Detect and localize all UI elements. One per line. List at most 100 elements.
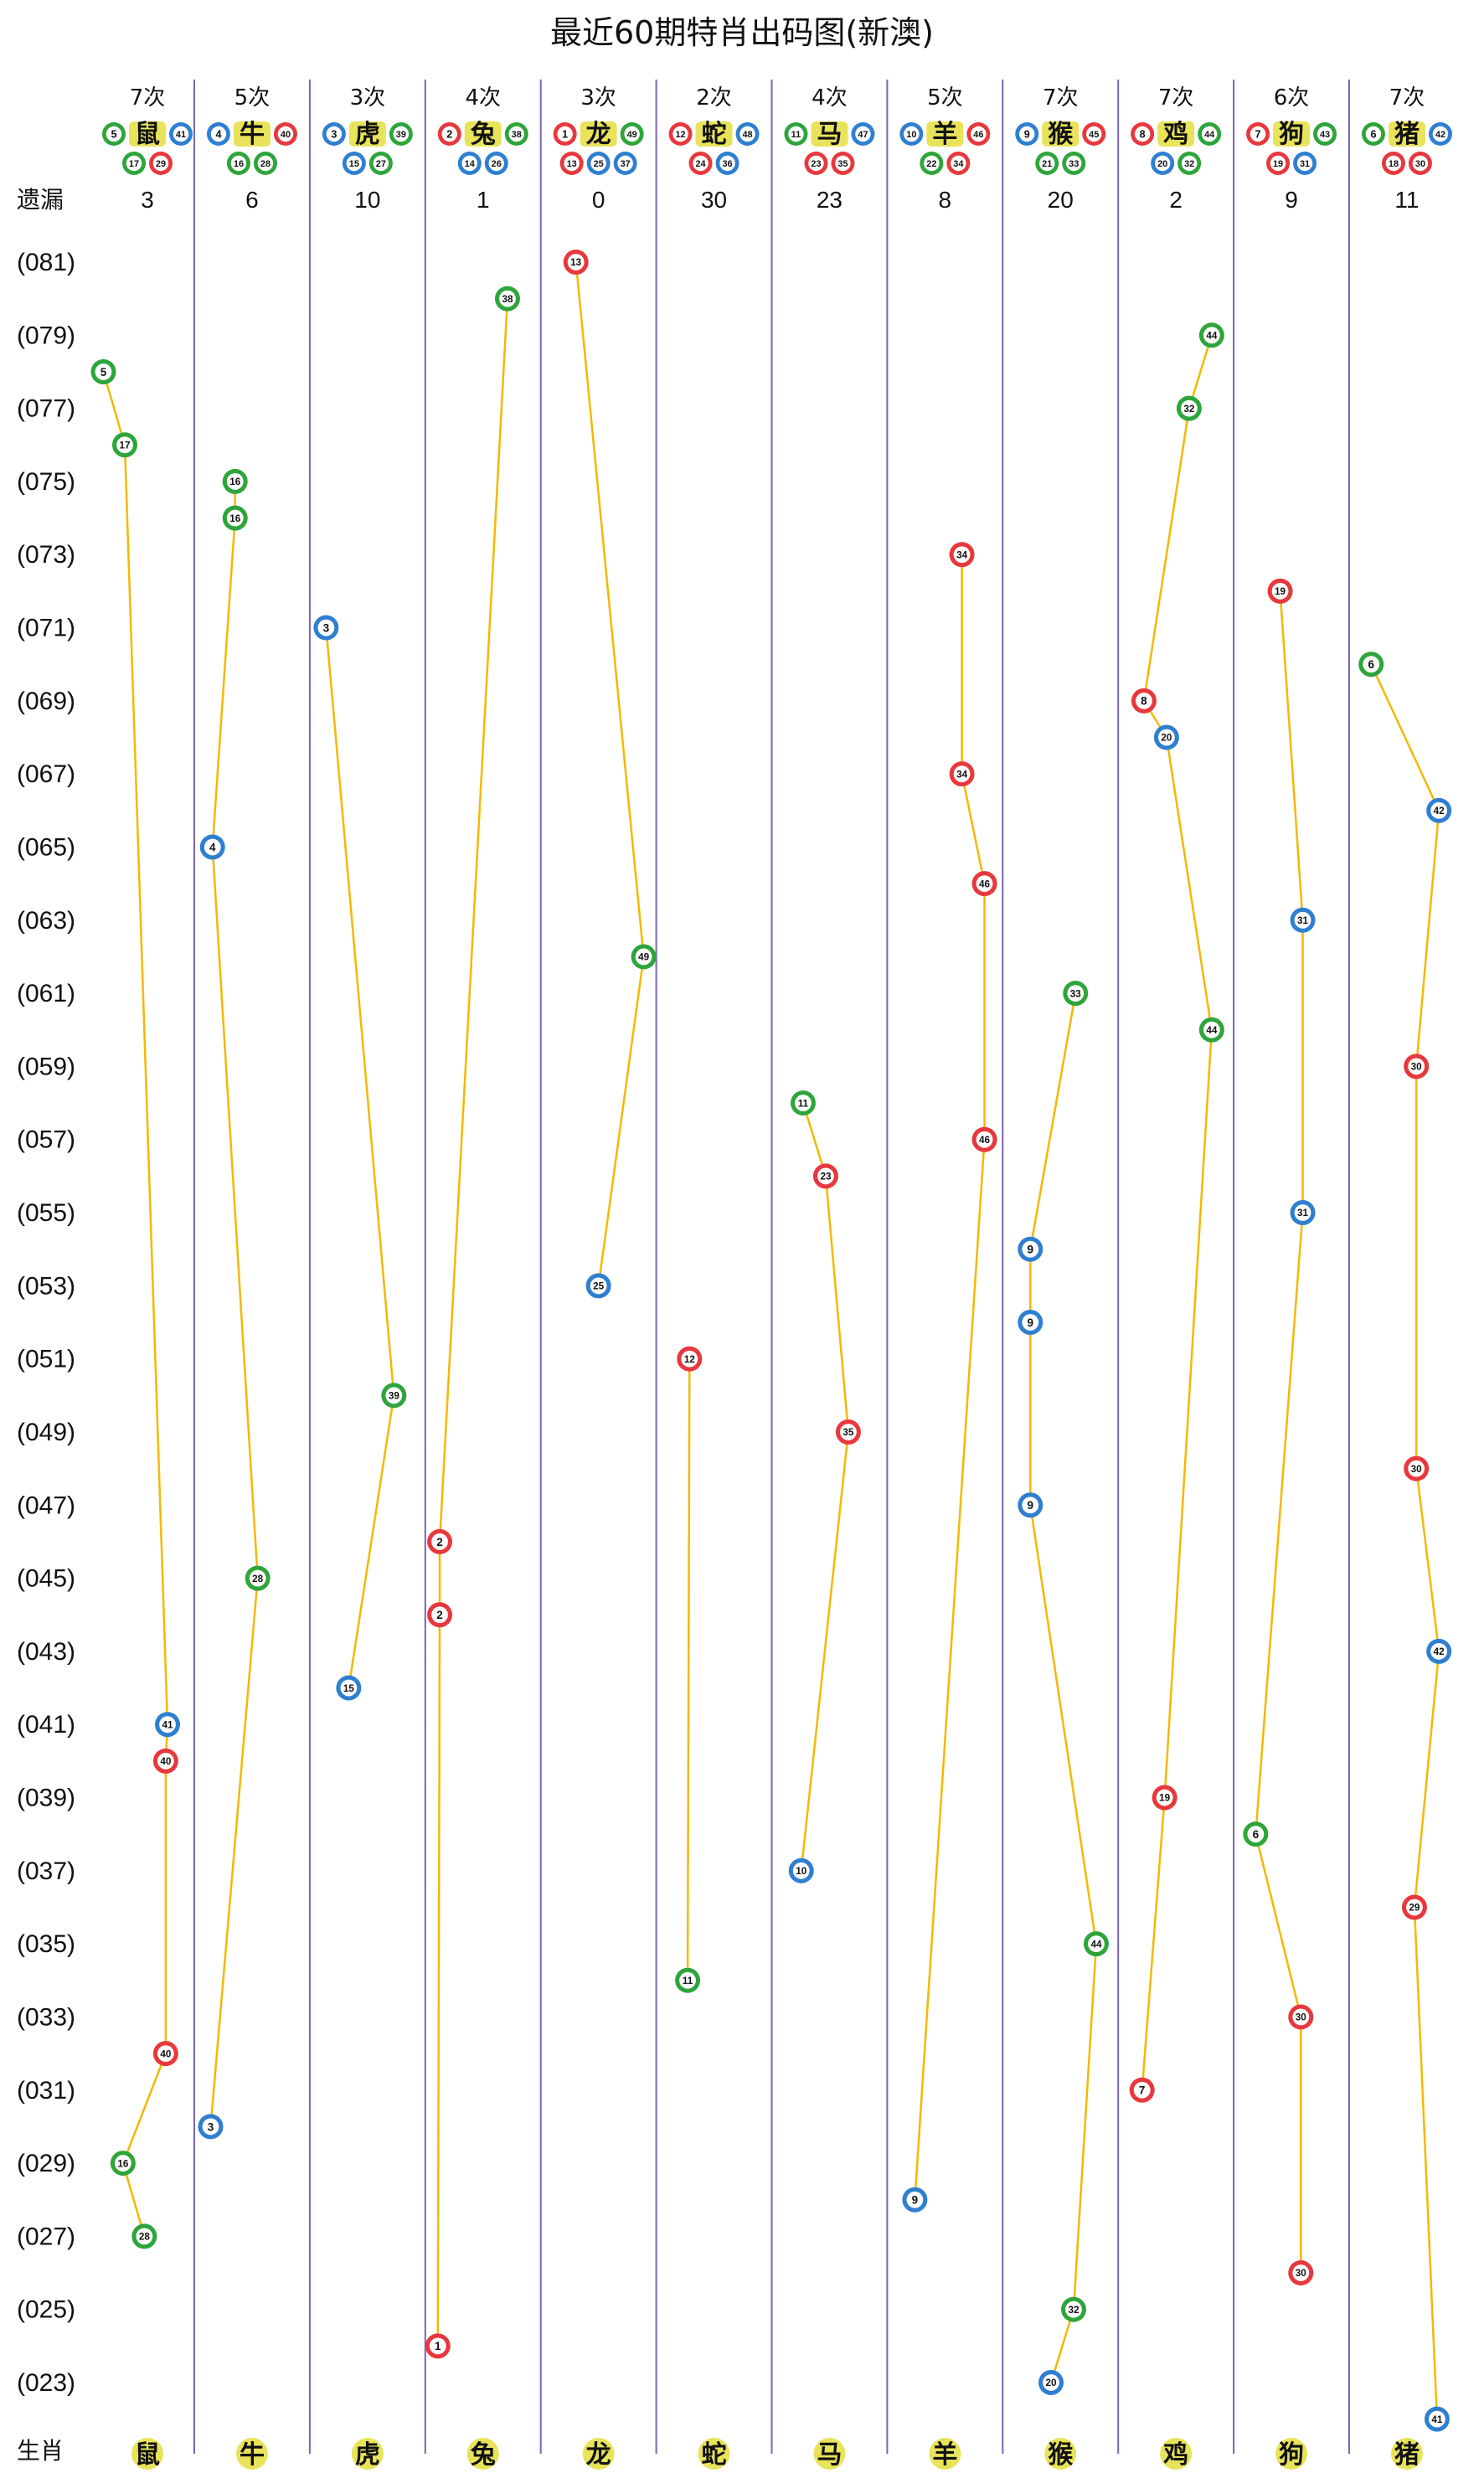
zodiac-footer: 鼠牛虎兔龙蛇马羊猴鸡狗猪	[131, 2438, 1423, 2470]
ball-face	[1203, 327, 1220, 344]
miss-count: 1	[477, 187, 490, 213]
zodiac-badge	[1275, 2438, 1308, 2470]
zodiac-badge	[929, 2438, 961, 2470]
ball-face	[393, 126, 410, 142]
ball-number: 20	[1046, 2378, 1058, 2388]
ball-face	[1408, 1058, 1425, 1075]
ball-face	[249, 1569, 266, 1587]
ball-number: 10	[906, 130, 916, 140]
footer-zodiac: 牛	[235, 2438, 268, 2470]
zodiac-name: 牛	[240, 2440, 265, 2470]
ball-face	[792, 1862, 810, 1879]
chart-title: 最近60期特肖出码图(新澳)	[550, 14, 934, 51]
ball-face	[1201, 126, 1218, 142]
ball-face	[953, 765, 971, 783]
column-header: 4次 2 兔 38 14 26 1	[437, 85, 528, 213]
ball-number: 34	[956, 549, 968, 560]
ball-face	[326, 126, 343, 142]
ball-face	[1270, 155, 1286, 172]
ball-face	[817, 1167, 834, 1185]
series-line	[325, 627, 395, 1688]
ball-number: 20	[1157, 159, 1167, 169]
ball-face	[126, 155, 142, 172]
ball-face	[257, 155, 274, 172]
ball-face	[152, 155, 169, 172]
ball-face	[635, 948, 652, 966]
header-number-ball: 6	[1361, 122, 1385, 146]
ball-number: 6	[1370, 129, 1376, 141]
series-line	[914, 554, 986, 2200]
ball-face	[808, 155, 824, 172]
ball-face	[1429, 2410, 1445, 2428]
data-point: 29	[1401, 1894, 1427, 1920]
column-header: 7次 6 猪 42 18 30 11	[1361, 85, 1452, 213]
footer-zodiac: 马	[813, 2438, 846, 2470]
ball-face	[1022, 1240, 1039, 1258]
header-number-ball: 3	[322, 122, 346, 146]
ball-face	[1136, 692, 1152, 709]
ball-face	[1180, 399, 1198, 417]
ball-face	[564, 155, 580, 172]
data-point: 7	[1129, 2077, 1155, 2103]
data-point: 11	[675, 1967, 701, 1993]
ball-number: 15	[343, 1683, 355, 1694]
miss-count: 0	[592, 187, 605, 213]
zodiac-name: 马	[817, 2440, 842, 2470]
miss-count: 10	[354, 187, 380, 213]
footer-zodiac: 猪	[1390, 2438, 1423, 2470]
ball-number: 9	[912, 2194, 919, 2207]
ball-number: 13	[567, 159, 577, 169]
ball-face	[508, 126, 524, 142]
ball-number: 3	[331, 129, 337, 141]
ball-number: 33	[1069, 159, 1079, 169]
hit-count: 3次	[350, 85, 386, 111]
ball-number: 16	[229, 477, 241, 487]
ball-face	[1134, 126, 1151, 142]
ball-number: 17	[129, 159, 139, 169]
header-number-ball: 38	[504, 122, 528, 146]
data-point: 5	[90, 358, 116, 384]
zodiac-row-label: 生肖	[17, 2437, 64, 2465]
ball-face	[739, 126, 755, 142]
zodiac-name: 虎	[355, 120, 380, 149]
zodiac-name: 鸡	[1163, 120, 1188, 149]
header-number-ball: 45	[1082, 122, 1106, 146]
data-point: 33	[1063, 981, 1089, 1007]
column-header: 4次 11 马 47 23 35 23	[784, 85, 875, 213]
zodiac-name: 兔	[471, 2440, 496, 2470]
series-line	[1370, 663, 1440, 2419]
ball-number: 30	[1411, 1062, 1423, 1073]
data-point: 39	[381, 1383, 407, 1409]
data-point: 31	[1290, 1200, 1316, 1226]
ball-number: 44	[1206, 1025, 1218, 1036]
ball-face	[488, 155, 504, 172]
ball-face	[1181, 155, 1198, 172]
ball-face	[373, 155, 389, 172]
ball-number: 8	[1141, 695, 1147, 708]
header-number-ball: 19	[1266, 152, 1291, 175]
data-point: 6	[1358, 652, 1384, 677]
hit-count: 4次	[465, 85, 501, 111]
data-point: 41	[1424, 2406, 1450, 2432]
ball-face	[1430, 801, 1448, 819]
zodiac-badge	[348, 121, 386, 147]
ball-number: 28	[260, 159, 271, 169]
ball-face	[1292, 2008, 1310, 2026]
zodiac-name: 虎	[355, 2440, 380, 2470]
zodiac-name: 蛇	[702, 2440, 727, 2470]
ball-number: 7	[1139, 2084, 1146, 2097]
ball-face	[590, 155, 606, 172]
data-point: 40	[152, 1748, 178, 1774]
ball-number: 30	[1296, 2012, 1307, 2023]
data-point: 28	[131, 2223, 157, 2249]
period-label: (025)	[17, 2296, 75, 2324]
zodiac-badge	[580, 121, 617, 147]
ball-face	[1294, 1204, 1311, 1221]
ball-number: 42	[1434, 806, 1445, 817]
data-point: 32	[1176, 395, 1202, 421]
period-label: (027)	[17, 2223, 75, 2250]
data-point: 23	[812, 1163, 838, 1189]
series-line	[1141, 334, 1213, 2090]
ball-face	[1019, 126, 1035, 142]
data-point: 20	[1038, 2370, 1064, 2395]
